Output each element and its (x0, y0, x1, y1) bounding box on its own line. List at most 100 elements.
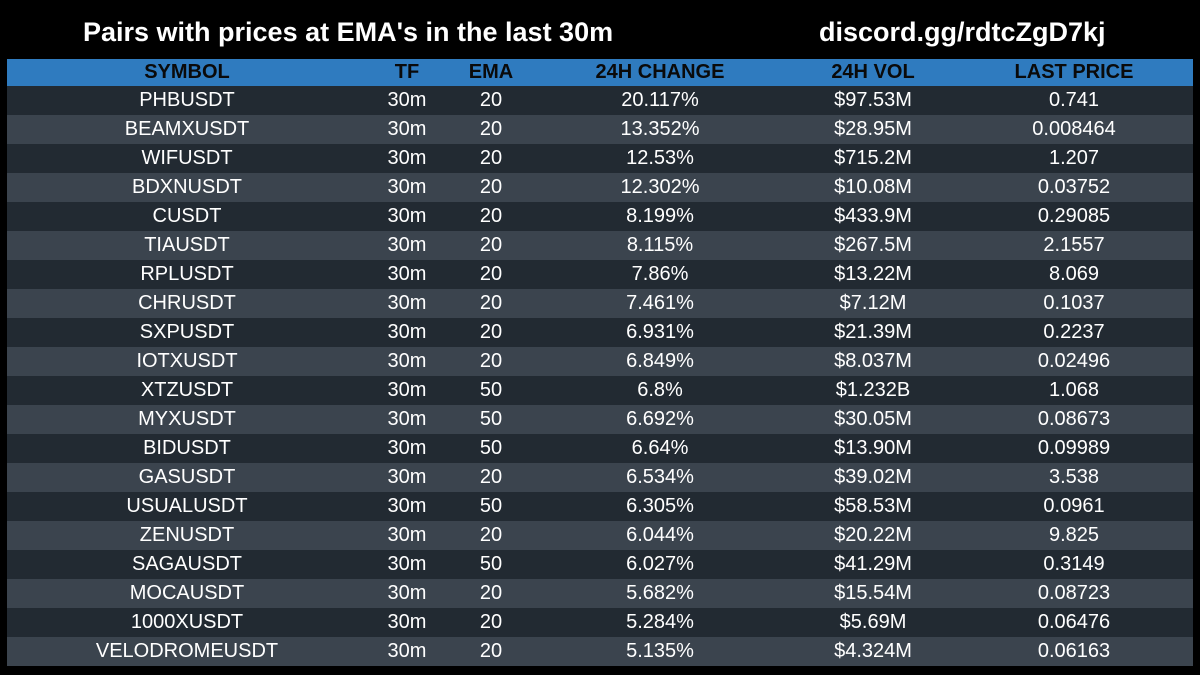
cell-24h-vol: $13.22M (834, 263, 912, 285)
table-body: PHBUSDT 30m 20 20.117% $97.53M 0.741 BEAMXUSDT… (7, 86, 1193, 666)
cell-24h-vol: $433.9M (834, 205, 912, 227)
table-row: 1000XUSDT 30m 20 5.284% $5.69M 0.06476 (7, 608, 1193, 637)
cell-tf: 30m (387, 553, 427, 575)
table-row: MYXUSDT 30m 50 6.692% $30.05M 0.08673 (7, 405, 1193, 434)
cell-ema: 20 (479, 176, 503, 198)
cell-tf: 30m (387, 205, 427, 227)
cell-symbol: BIDUSDT (143, 437, 231, 459)
cell-ema: 20 (479, 292, 503, 314)
cell-last-price: 1.068 (1048, 379, 1100, 401)
cell-symbol: ZENUSDT (139, 524, 235, 546)
cell-24h-change: 5.284% (626, 611, 694, 633)
cell-last-price: 2.1557 (1043, 234, 1105, 256)
cell-last-price: 0.08723 (1037, 582, 1111, 604)
cell-24h-vol: $13.90M (834, 437, 912, 459)
column-header-24h-change: 24H CHANGE (595, 61, 725, 83)
cell-24h-vol: $7.12M (839, 292, 907, 314)
column-header-tf: TF (394, 61, 420, 83)
cell-24h-vol: $267.5M (834, 234, 912, 256)
cell-symbol: BDXNUSDT (131, 176, 242, 198)
cell-tf: 30m (387, 379, 427, 401)
cell-symbol: TIAUSDT (144, 234, 230, 256)
cell-last-price: 0.0961 (1043, 495, 1105, 517)
cell-symbol: USUALUSDT (126, 495, 248, 517)
cell-24h-vol: $1.232B (835, 379, 911, 401)
cell-24h-change: 6.027% (626, 553, 694, 575)
cell-24h-vol: $715.2M (834, 147, 912, 169)
cell-ema: 50 (479, 408, 503, 430)
cell-ema: 20 (479, 640, 503, 662)
table-row: GASUSDT 30m 20 6.534% $39.02M 3.538 (7, 463, 1193, 492)
cell-ema: 20 (479, 89, 503, 111)
table-row: BIDUSDT 30m 50 6.64% $13.90M 0.09989 (7, 434, 1193, 463)
cell-24h-vol: $4.324M (834, 640, 912, 662)
cell-24h-vol: $5.69M (839, 611, 907, 633)
cell-24h-change: 6.044% (626, 524, 694, 546)
cell-tf: 30m (387, 495, 427, 517)
cell-ema: 20 (479, 466, 503, 488)
cell-24h-vol: $21.39M (834, 321, 912, 343)
page-title: Pairs with prices at EMA's in the last 3… (83, 17, 614, 47)
cell-tf: 30m (387, 118, 427, 140)
table-row: TIAUSDT 30m 20 8.115% $267.5M 2.1557 (7, 231, 1193, 260)
cell-ema: 20 (479, 205, 503, 227)
cell-tf: 30m (387, 640, 427, 662)
table-row: BDXNUSDT 30m 20 12.302% $10.08M 0.03752 (7, 173, 1193, 202)
cell-24h-change: 20.117% (621, 89, 699, 111)
table-row: BEAMXUSDT 30m 20 13.352% $28.95M 0.008464 (7, 115, 1193, 144)
cell-ema: 50 (479, 379, 503, 401)
cell-symbol: MYXUSDT (138, 408, 236, 430)
cell-ema: 20 (479, 321, 503, 343)
cell-24h-change: 8.115% (626, 234, 694, 256)
cell-24h-change: 6.64% (631, 437, 689, 459)
column-header-last-price: LAST PRICE (1014, 61, 1134, 83)
table-row: MOCAUSDT 30m 20 5.682% $15.54M 0.08723 (7, 579, 1193, 608)
cell-last-price: 3.538 (1048, 466, 1100, 488)
cell-24h-vol: $39.02M (834, 466, 912, 488)
pairs-table: SYMBOL TF EMA 24H CHANGE 24H VOL LAST PRICE P… (7, 59, 1193, 666)
table-header: SYMBOL TF EMA 24H CHANGE 24H VOL LAST PRICE (7, 59, 1193, 86)
table-row: SXPUSDT 30m 20 6.931% $21.39M 0.2237 (7, 318, 1193, 347)
cell-ema: 50 (479, 553, 503, 575)
cell-tf: 30m (387, 466, 427, 488)
table-row: XTZUSDT 30m 50 6.8% $1.232B 1.068 (7, 376, 1193, 405)
cell-ema: 20 (479, 350, 503, 372)
cell-symbol: RPLUSDT (140, 263, 234, 285)
cell-ema: 50 (479, 437, 503, 459)
table-row: VELODROMEUSDT 30m 20 5.135% $4.324M 0.06163 (7, 637, 1193, 666)
cell-24h-vol: $10.08M (834, 176, 912, 198)
table-row: CHRUSDT 30m 20 7.461% $7.12M 0.1037 (7, 289, 1193, 318)
cell-symbol: PHBUSDT (139, 89, 235, 111)
cell-tf: 30m (387, 89, 427, 111)
cell-last-price: 0.06476 (1037, 611, 1111, 633)
cell-ema: 20 (479, 234, 503, 256)
cell-24h-change: 6.8% (637, 379, 683, 401)
cell-last-price: 1.207 (1048, 147, 1100, 169)
cell-24h-change: 7.86% (631, 263, 689, 285)
cell-ema: 20 (479, 524, 503, 546)
table-row: WIFUSDT 30m 20 12.53% $715.2M 1.207 (7, 144, 1193, 173)
cell-last-price: 0.09989 (1037, 437, 1111, 459)
cell-24h-change: 5.682% (626, 582, 694, 604)
discord-link[interactable]: discord.gg/rdtcZgD7kj (819, 17, 1106, 47)
cell-24h-change: 6.305% (626, 495, 694, 517)
cell-symbol: 1000XUSDT (130, 611, 244, 633)
cell-symbol: CHRUSDT (138, 292, 236, 314)
column-header-symbol: SYMBOL (144, 61, 230, 83)
cell-tf: 30m (387, 408, 427, 430)
cell-24h-vol: $15.54M (834, 582, 912, 604)
cell-symbol: WIFUSDT (141, 147, 233, 169)
cell-symbol: MOCAUSDT (129, 582, 245, 604)
cell-symbol: XTZUSDT (140, 379, 234, 401)
cell-ema: 20 (479, 582, 503, 604)
cell-last-price: 0.3149 (1043, 553, 1105, 575)
column-header-ema: EMA (468, 61, 514, 83)
cell-24h-change: 8.199% (626, 205, 694, 227)
column-header-24h-vol: 24H VOL (831, 61, 915, 83)
cell-24h-change: 6.534% (626, 466, 694, 488)
cell-symbol: GASUSDT (138, 466, 236, 488)
table-row: ZENUSDT 30m 20 6.044% $20.22M 9.825 (7, 521, 1193, 550)
cell-tf: 30m (387, 350, 427, 372)
cell-tf: 30m (387, 582, 427, 604)
cell-tf: 30m (387, 234, 427, 256)
